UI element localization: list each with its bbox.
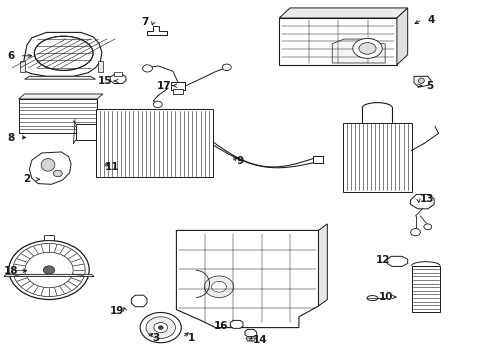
Text: 15: 15 (98, 76, 113, 86)
Polygon shape (98, 61, 103, 72)
Ellipse shape (34, 36, 93, 71)
Polygon shape (343, 123, 412, 192)
Polygon shape (20, 61, 25, 72)
Circle shape (158, 326, 163, 329)
Circle shape (204, 276, 234, 298)
Polygon shape (110, 75, 126, 84)
Polygon shape (318, 224, 327, 306)
Polygon shape (131, 295, 147, 307)
Text: 12: 12 (376, 255, 391, 265)
Circle shape (212, 282, 226, 292)
Text: 10: 10 (379, 292, 393, 302)
Polygon shape (19, 94, 103, 99)
Circle shape (424, 224, 432, 230)
Circle shape (222, 64, 231, 71)
Polygon shape (147, 26, 167, 35)
Polygon shape (29, 152, 71, 184)
Circle shape (146, 317, 175, 338)
Ellipse shape (359, 43, 376, 54)
Circle shape (411, 229, 420, 236)
Ellipse shape (53, 170, 62, 177)
Polygon shape (245, 329, 257, 337)
Text: 19: 19 (109, 306, 124, 316)
Polygon shape (114, 72, 122, 76)
Text: 5: 5 (427, 81, 434, 91)
Text: 7: 7 (141, 17, 148, 27)
Polygon shape (279, 8, 408, 18)
Polygon shape (171, 82, 185, 90)
Circle shape (153, 101, 162, 108)
Text: 9: 9 (237, 156, 244, 166)
Polygon shape (332, 39, 385, 63)
Ellipse shape (353, 39, 382, 58)
Polygon shape (412, 266, 440, 312)
Polygon shape (24, 76, 96, 79)
Polygon shape (19, 99, 97, 133)
Polygon shape (387, 256, 408, 266)
Text: 17: 17 (157, 81, 172, 91)
Polygon shape (313, 156, 323, 163)
Polygon shape (176, 230, 318, 328)
Text: 16: 16 (214, 321, 229, 331)
Polygon shape (4, 274, 94, 276)
Text: 18: 18 (3, 266, 18, 276)
Polygon shape (414, 76, 431, 87)
Polygon shape (22, 32, 102, 76)
Ellipse shape (41, 158, 55, 171)
Text: 2: 2 (24, 174, 30, 184)
Text: 1: 1 (188, 333, 195, 343)
Circle shape (140, 312, 181, 343)
Circle shape (44, 266, 54, 274)
Polygon shape (411, 194, 434, 209)
Text: 4: 4 (427, 15, 435, 25)
Polygon shape (98, 153, 113, 163)
Text: 14: 14 (252, 335, 267, 345)
Text: 13: 13 (420, 194, 435, 204)
Circle shape (9, 240, 89, 300)
Polygon shape (96, 109, 213, 177)
Text: 8: 8 (7, 132, 14, 143)
Ellipse shape (418, 78, 424, 83)
Polygon shape (44, 235, 54, 240)
Ellipse shape (367, 296, 378, 301)
Circle shape (25, 252, 73, 288)
Polygon shape (173, 89, 183, 94)
Polygon shape (76, 124, 96, 140)
Circle shape (154, 323, 168, 333)
Polygon shape (279, 18, 397, 65)
Text: 6: 6 (7, 51, 14, 61)
Polygon shape (397, 8, 408, 65)
Text: 11: 11 (104, 162, 119, 172)
Circle shape (143, 65, 152, 72)
Polygon shape (246, 338, 256, 341)
Polygon shape (230, 320, 243, 328)
Text: 3: 3 (152, 333, 159, 343)
